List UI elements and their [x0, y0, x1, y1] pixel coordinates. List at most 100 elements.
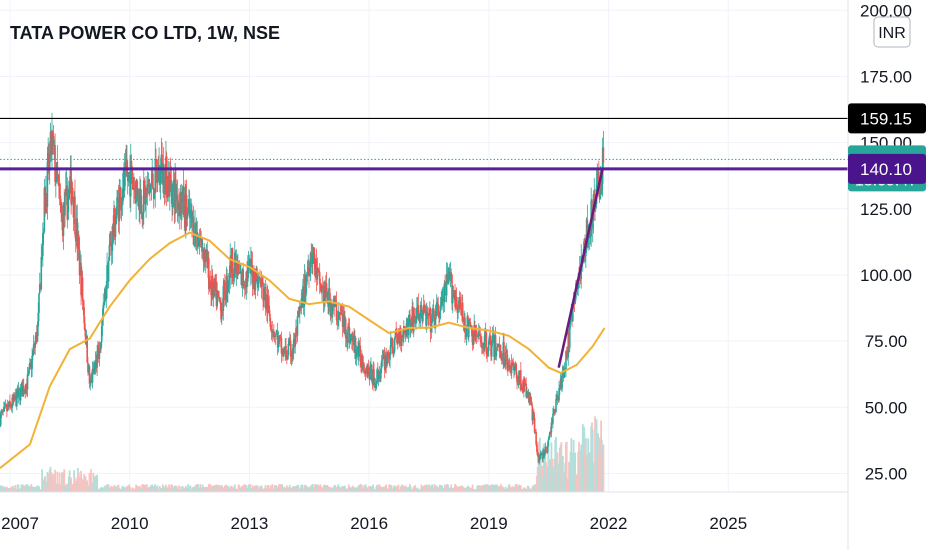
candle-body	[84, 323, 86, 331]
candle-body	[305, 275, 308, 286]
candle-body	[354, 337, 357, 359]
price-badge-label: 140.10	[860, 160, 912, 179]
candle-body	[101, 318, 104, 326]
candle-body	[513, 367, 516, 371]
candle-body	[40, 256, 43, 289]
volume-bar	[471, 484, 474, 492]
candle-body	[162, 164, 165, 194]
volume-bar	[363, 485, 365, 492]
candle-body	[102, 304, 105, 319]
candle-body	[485, 332, 488, 355]
candle-body	[96, 350, 98, 368]
candle-body	[259, 277, 261, 282]
candle-body	[601, 183, 603, 190]
candle-body	[252, 282, 254, 284]
candle-body	[367, 367, 369, 377]
candle-body	[523, 378, 526, 385]
volume-bar	[467, 486, 470, 492]
candle-body	[464, 317, 466, 333]
candle-body	[61, 212, 63, 218]
volume-bar	[189, 485, 192, 492]
currency-button[interactable]: INR	[873, 16, 911, 48]
candle-body	[515, 363, 518, 375]
candle-body	[132, 183, 134, 190]
candle-body	[74, 196, 76, 235]
candle-body	[154, 158, 157, 194]
volume-bar	[115, 486, 118, 492]
candle-body	[490, 341, 493, 357]
candle-body	[155, 158, 157, 168]
candle-body	[0, 412, 3, 414]
candle-body	[552, 413, 554, 424]
candle-body	[415, 320, 417, 324]
candle-body	[565, 351, 567, 370]
volume-bar	[455, 485, 458, 492]
candle-body	[199, 240, 202, 241]
volume-bar	[281, 484, 284, 492]
candle-body	[198, 240, 201, 242]
candle-body	[142, 180, 145, 213]
candle-body	[347, 326, 349, 343]
candle-body	[219, 300, 222, 304]
candle-body	[226, 275, 228, 293]
candle-body	[435, 304, 437, 320]
volume-bar	[184, 485, 187, 492]
candle-body	[338, 313, 340, 320]
candle-body	[436, 301, 439, 304]
candle-body	[211, 275, 214, 298]
candle-body	[538, 456, 540, 463]
candle-body	[165, 156, 168, 198]
candle-body	[10, 407, 13, 409]
candle-body	[451, 274, 453, 304]
volume-bar	[154, 484, 157, 492]
candle-body	[175, 179, 177, 201]
volume-bar	[94, 475, 97, 492]
candle-body	[19, 387, 22, 401]
candle-body	[129, 161, 132, 197]
candle-body	[169, 173, 172, 181]
x-tick-label: 2010	[111, 514, 149, 533]
candle-body	[127, 172, 130, 182]
candle-body	[420, 304, 423, 310]
candle-body	[308, 267, 310, 277]
chart-grid	[0, 0, 848, 492]
volume-bar	[129, 486, 131, 492]
x-tick-label: 2013	[230, 514, 268, 533]
candle-body	[396, 334, 399, 344]
candle-body	[269, 321, 272, 330]
candle-body	[457, 304, 459, 313]
candle-body	[216, 293, 219, 307]
candle-body	[34, 340, 36, 348]
candle-body	[554, 411, 557, 413]
candle-body	[42, 232, 44, 256]
candle-body	[124, 163, 127, 169]
candle-body	[328, 288, 331, 301]
candle-body	[218, 296, 221, 301]
candle-body	[563, 369, 566, 378]
candle-body	[531, 405, 534, 421]
candle-body	[42, 231, 45, 233]
volume-bar	[117, 484, 120, 492]
candle-body	[325, 283, 328, 292]
candle-body	[312, 254, 314, 265]
candle-body	[17, 388, 20, 398]
candle-body	[536, 444, 538, 452]
volume-bar	[376, 485, 379, 492]
volume-bar	[393, 485, 396, 492]
volume-bar	[54, 469, 56, 492]
trendline	[557, 168, 604, 368]
volume-bar	[547, 444, 550, 492]
candle-body	[247, 264, 250, 267]
candle-body	[423, 304, 426, 310]
candlestick-series	[0, 112, 605, 465]
candle-body	[400, 337, 403, 346]
candle-body	[455, 296, 458, 308]
volume-bar	[324, 484, 327, 492]
candle-body	[602, 147, 605, 163]
volume-bar	[431, 484, 434, 492]
volume-bar	[574, 452, 577, 492]
candle-body	[116, 197, 118, 215]
candle-body	[58, 184, 60, 186]
candle-body	[31, 355, 33, 370]
